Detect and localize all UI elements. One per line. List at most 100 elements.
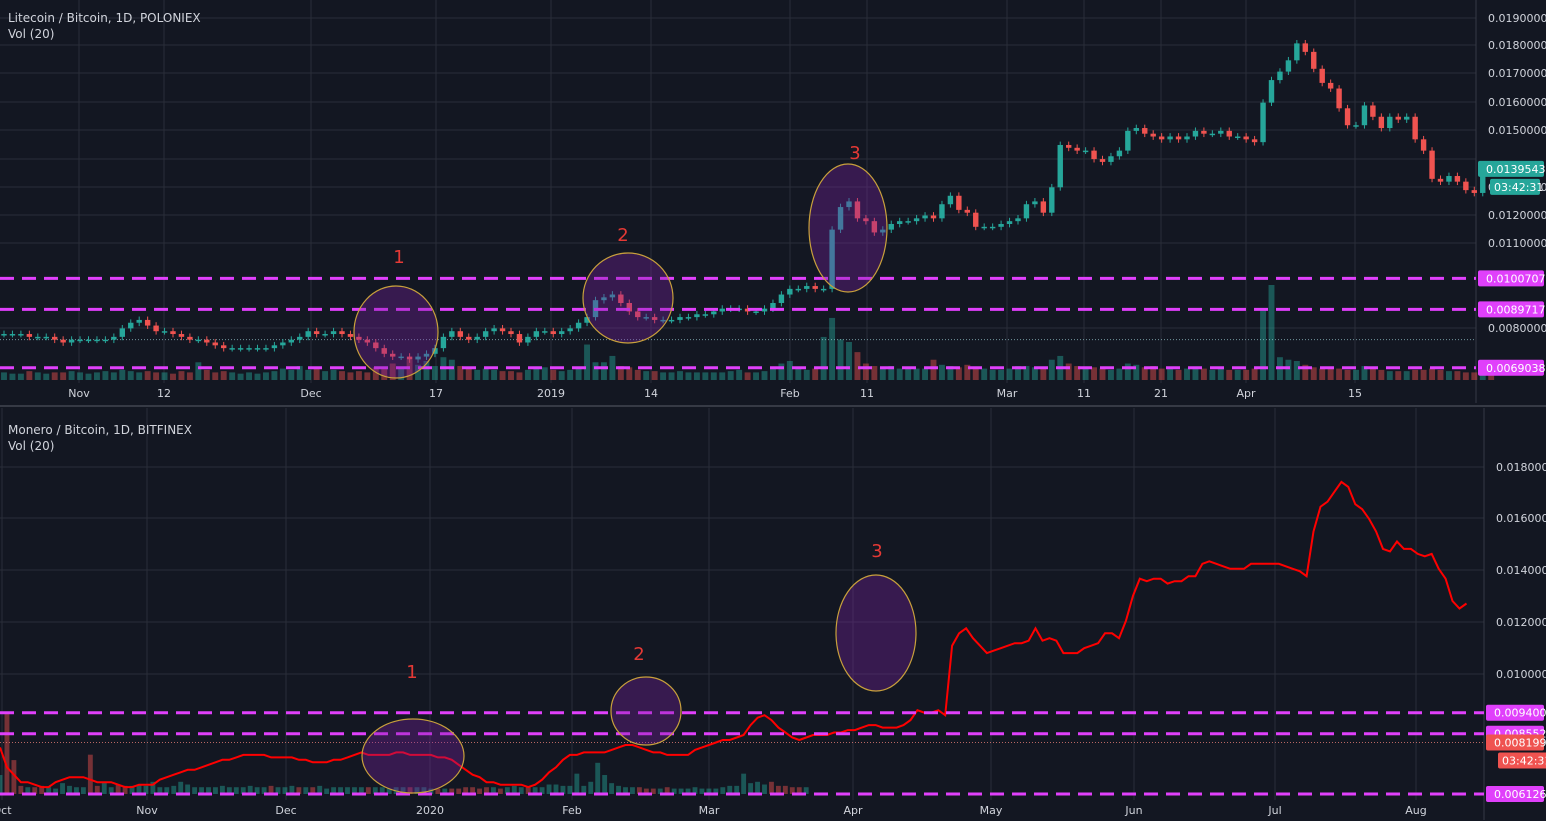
ltc-volume-bar <box>508 371 514 380</box>
xmr-volume-bar <box>581 785 587 794</box>
xmr-volume-bar <box>345 787 350 794</box>
ltc-candle-body <box>1209 133 1216 136</box>
ltc-x-tick-label: 21 <box>1154 387 1168 400</box>
ltc-candle-body <box>1 334 7 336</box>
xmr-volume-bar <box>185 784 191 794</box>
xmr-volume-bar <box>636 787 642 794</box>
xmr-x-tick-label: Oct <box>0 804 12 817</box>
ltc-volume-bar <box>1243 369 1250 380</box>
xmr-level-label-bg <box>1486 785 1544 802</box>
xmr-volume-bar <box>171 785 177 794</box>
xmr-volume-bar <box>720 787 726 794</box>
ltc-volume-bar <box>1150 366 1157 380</box>
ltc-candle-body <box>60 339 66 343</box>
ltc-volume-bar <box>51 372 58 380</box>
ltc-volume-bar <box>110 372 117 380</box>
ltc-volume-bar <box>651 371 658 380</box>
ltc-candle-body <box>1251 139 1258 143</box>
ltc-volume-bar <box>448 359 455 380</box>
xmr-volume-bar <box>247 785 253 794</box>
xmr-volume-bar <box>206 787 211 794</box>
ltc-volume-bar <box>1293 361 1300 380</box>
ltc-volume-bar <box>423 361 430 380</box>
xmr-volume-bar <box>150 781 156 794</box>
xmr-volume-bar <box>678 788 684 794</box>
ltc-volume-bar <box>491 369 498 380</box>
ltc-x-tick-label: Mar <box>997 387 1018 400</box>
ltc-volume-bar <box>761 371 768 380</box>
xmr-volume-bar <box>18 785 24 794</box>
ltc-level-label-bg <box>1478 359 1544 376</box>
ltc-volume-bar <box>1116 368 1123 380</box>
ltc-volume-bar <box>279 368 286 380</box>
ltc-candle-body <box>1108 156 1114 162</box>
ltc-candle-body <box>1387 116 1393 129</box>
ltc-x-tick-label: Feb <box>780 387 799 400</box>
ltc-candle-body <box>1412 116 1418 140</box>
ltc-volume-bar <box>1369 368 1376 380</box>
ltc-volume-bar <box>220 371 227 380</box>
ltc-volume-bar <box>913 368 920 380</box>
ltc-candle-body <box>542 331 548 333</box>
ltc-legend: Litecoin / Bitcoin, 1D, POLONIEX Vol (20… <box>8 10 201 42</box>
xmr-volume-bar <box>157 787 163 794</box>
xmr-volume-bar <box>643 788 649 794</box>
ltc-volume-bar <box>1344 369 1351 380</box>
ltc-candle-body <box>1142 128 1148 134</box>
ltc-volume-bar <box>719 372 726 380</box>
ltc-volume-bar <box>271 371 278 380</box>
ltc-volume-bar <box>364 372 371 380</box>
ltc-candle-body <box>626 302 633 312</box>
ltc-candle-body <box>187 336 193 340</box>
ltc-volume-bar <box>1260 310 1267 380</box>
ltc-volume-bar <box>482 368 489 380</box>
xmr-x-tick-label: 2020 <box>416 804 444 817</box>
xmr-volume-bar <box>497 788 503 794</box>
ltc-volume-bar <box>322 371 329 380</box>
ltc-level-label-bg <box>1478 301 1544 318</box>
ltc-candle-body <box>1370 105 1376 117</box>
ltc-volume-bar <box>355 371 362 380</box>
xmr-volume-bar <box>199 787 204 794</box>
xmr-countdown-label: 03:42:31 <box>1502 754 1546 767</box>
ltc-candle-body <box>389 353 396 357</box>
ltc-candle-body <box>195 339 202 342</box>
ltc-candle-body <box>1125 130 1131 151</box>
xmr-highlight-ellipse <box>361 718 465 794</box>
ltc-candle-body <box>474 336 480 340</box>
ltc-candle-body <box>744 308 751 312</box>
ltc-chart-title: Litecoin / Bitcoin, 1D, POLONIEX <box>8 11 201 25</box>
xmr-volume-bar <box>630 787 635 794</box>
ltc-candle-body <box>558 331 565 335</box>
ltc-candle-body <box>1082 150 1089 153</box>
xmr-x-tick-label: Dec <box>275 804 296 817</box>
ltc-candle-body <box>246 348 252 350</box>
ltc-volume-bar <box>516 372 523 380</box>
xmr-volume-bar <box>491 787 496 794</box>
ltc-candle-body <box>1294 43 1300 61</box>
ltc-volume-bar <box>533 368 540 380</box>
ltc-volume-bar <box>212 372 219 380</box>
xmr-annotation-label: 3 <box>871 541 882 562</box>
xmr-volume-bar <box>219 785 225 794</box>
ltc-volume-bar <box>1361 366 1368 380</box>
ltc-volume-bar <box>643 371 650 380</box>
xmr-volume-bar <box>782 785 788 794</box>
ltc-candle-body <box>533 331 540 337</box>
xmr-volume-bar <box>178 781 184 794</box>
ltc-volume-bar <box>938 364 945 380</box>
ltc-candle-body <box>651 317 658 320</box>
xmr-volume-bar <box>282 787 288 794</box>
ltc-volume-bar <box>34 372 41 380</box>
ltc-volume-bar <box>136 372 143 380</box>
ltc-candle-body <box>753 311 759 313</box>
ltc-candle-body <box>837 207 844 230</box>
xmr-volume-bar <box>588 781 594 794</box>
xmr-x-tick-label: Feb <box>562 804 581 817</box>
ltc-candle-body <box>271 345 278 349</box>
ltc-volume-bar <box>795 367 802 380</box>
ltc-candle-body <box>525 336 531 343</box>
